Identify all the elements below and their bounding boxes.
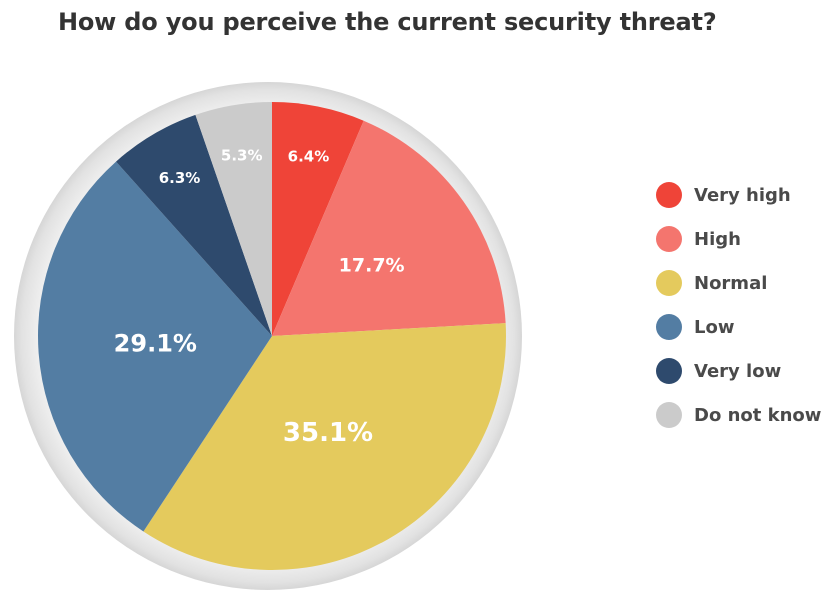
pie-slices <box>37 102 507 571</box>
legend-swatch <box>656 314 682 340</box>
pie-slice-very-low <box>116 114 273 336</box>
slice-label-very-low: 6.3% <box>159 169 201 187</box>
slice-label-low: 29.1% <box>114 330 197 358</box>
pie-slice-do-not-know <box>195 102 272 336</box>
pie-labels: 6.4% 17.7% 35.1% 29.1% 6.3% 5.3% <box>114 147 405 448</box>
legend-label: Normal <box>694 272 768 294</box>
pie-slice-very-high <box>272 102 364 336</box>
legend-label: Low <box>694 316 735 338</box>
legend-swatch <box>656 270 682 296</box>
legend-item-high: High <box>656 217 821 261</box>
legend-swatch <box>656 226 682 252</box>
legend-label: Very high <box>694 184 791 206</box>
legend-item-very-low: Very low <box>656 349 821 393</box>
legend-item-low: Low <box>656 305 821 349</box>
slice-label-very-high: 6.4% <box>288 148 330 166</box>
pie-slice-normal <box>143 323 507 571</box>
legend-swatch <box>656 402 682 428</box>
legend-item-do-not-know: Do not know <box>656 393 821 437</box>
slice-label-high: 17.7% <box>339 255 405 277</box>
legend-swatch <box>656 182 682 208</box>
legend-label: High <box>694 228 741 250</box>
legend-item-normal: Normal <box>656 261 821 305</box>
legend: Very high High Normal Low Very low Do not kno… <box>656 173 821 437</box>
slice-label-normal: 35.1% <box>283 418 373 448</box>
chart-title: How do you perceive the current security… <box>58 8 717 36</box>
pie-slice-low <box>37 161 272 532</box>
pie-slice-high <box>272 120 506 336</box>
legend-label: Do not know <box>694 404 821 426</box>
legend-item-very-high: Very high <box>656 173 821 217</box>
slice-label-do-not-know: 5.3% <box>221 147 263 165</box>
legend-swatch <box>656 358 682 384</box>
legend-label: Very low <box>694 360 782 382</box>
